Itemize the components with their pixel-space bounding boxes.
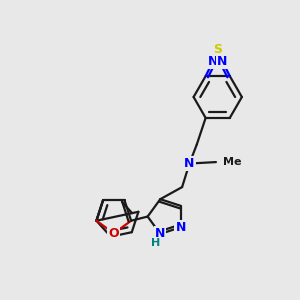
Text: H: H <box>151 238 160 248</box>
Text: Me: Me <box>223 157 242 167</box>
Text: N: N <box>217 55 227 68</box>
Text: S: S <box>213 43 222 56</box>
Text: O: O <box>109 227 119 240</box>
Text: N: N <box>208 55 218 68</box>
Text: N: N <box>184 157 195 170</box>
Text: N: N <box>176 221 186 234</box>
Text: N: N <box>155 227 165 240</box>
